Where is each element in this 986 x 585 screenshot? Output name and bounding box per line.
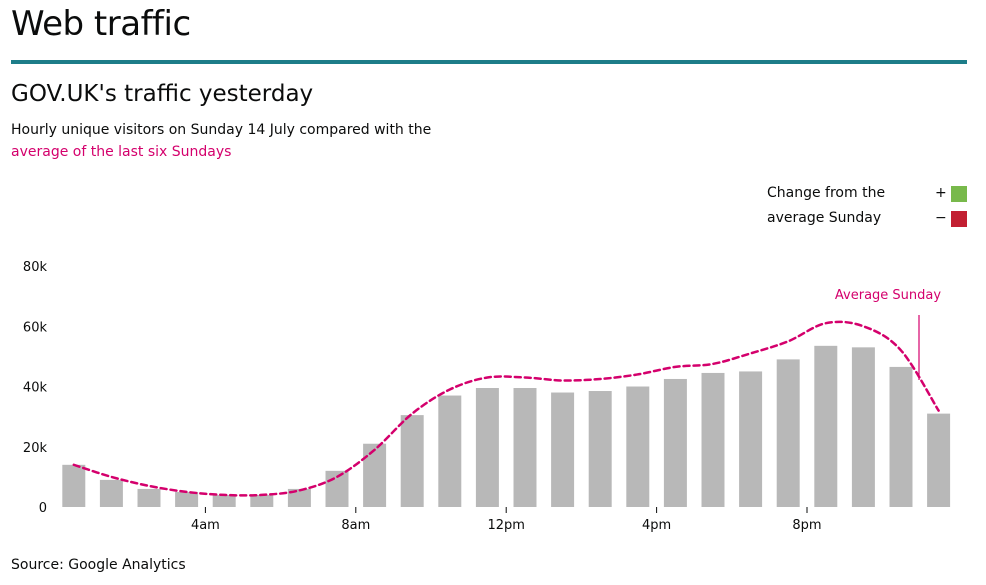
bar-hour-10 (438, 395, 462, 507)
chart-title: GOV.UK's traffic yesterday (11, 81, 314, 107)
x-tick-label: 4am (191, 518, 220, 533)
legend-label-line2: average Sunday (767, 210, 882, 226)
legend-label-line1: Change from the (767, 185, 886, 201)
bar-hour-0 (62, 464, 86, 507)
x-tick-label: 12pm (487, 518, 524, 533)
title-divider (11, 60, 967, 64)
bar-hour-13 (551, 392, 575, 507)
page-title: Web traffic (11, 4, 191, 44)
y-tick-label: 80k (23, 260, 48, 275)
x-tick-label: 8pm (792, 518, 821, 533)
bar-hour-6 (287, 488, 311, 507)
x-tick-label: 4pm (642, 518, 671, 533)
bar-hour-9 (400, 415, 424, 507)
subtitle-average-highlight: average of the last six Sundays (11, 144, 232, 160)
bar-hour-2 (137, 488, 161, 507)
bar-hour-21 (851, 347, 875, 507)
legend-increase-swatch (951, 186, 967, 202)
x-tick-label: 8am (341, 518, 370, 533)
bar-hour-23 (927, 413, 951, 507)
source-note: Source: Google Analytics (11, 557, 186, 573)
bar-hour-18 (739, 371, 763, 507)
average-sunday-line (72, 320, 940, 497)
bar-hour-15 (626, 386, 650, 507)
legend-minus-symbol: − (935, 210, 947, 226)
y-tick-label: 40k (23, 381, 48, 396)
legend-decrease-swatch (951, 211, 967, 227)
bar-hour-8 (363, 443, 387, 507)
y-tick-label: 60k (23, 320, 48, 335)
bar-hour-3 (175, 491, 199, 507)
bar-hour-19 (776, 359, 800, 507)
x-axis: 4am 8am 12pm 4pm 8pm (191, 507, 822, 533)
bar-hour-16 (663, 378, 687, 507)
bar-hour-22 (889, 366, 913, 507)
bars (62, 345, 951, 507)
bar-hour-4 (212, 494, 236, 507)
y-axis: 0 20k 40k 60k 80k (23, 260, 48, 516)
bar-hour-5 (250, 494, 274, 507)
bar-hour-11 (475, 388, 499, 507)
bar-hour-20 (814, 345, 838, 507)
chart-subtitle: Hourly unique visitors on Sunday 14 July… (11, 119, 431, 163)
y-tick-label: 20k (23, 441, 48, 456)
bar-hour-1 (99, 479, 123, 507)
annotation-average-sunday: Average Sunday (835, 288, 941, 303)
bar-hour-12 (513, 388, 537, 507)
subtitle-text: Hourly unique visitors on Sunday 14 July… (11, 122, 432, 138)
y-tick-label: 0 (39, 501, 47, 516)
bar-hour-14 (588, 391, 612, 507)
legend-plus-symbol: + (935, 185, 947, 201)
bar-hour-17 (701, 372, 725, 507)
